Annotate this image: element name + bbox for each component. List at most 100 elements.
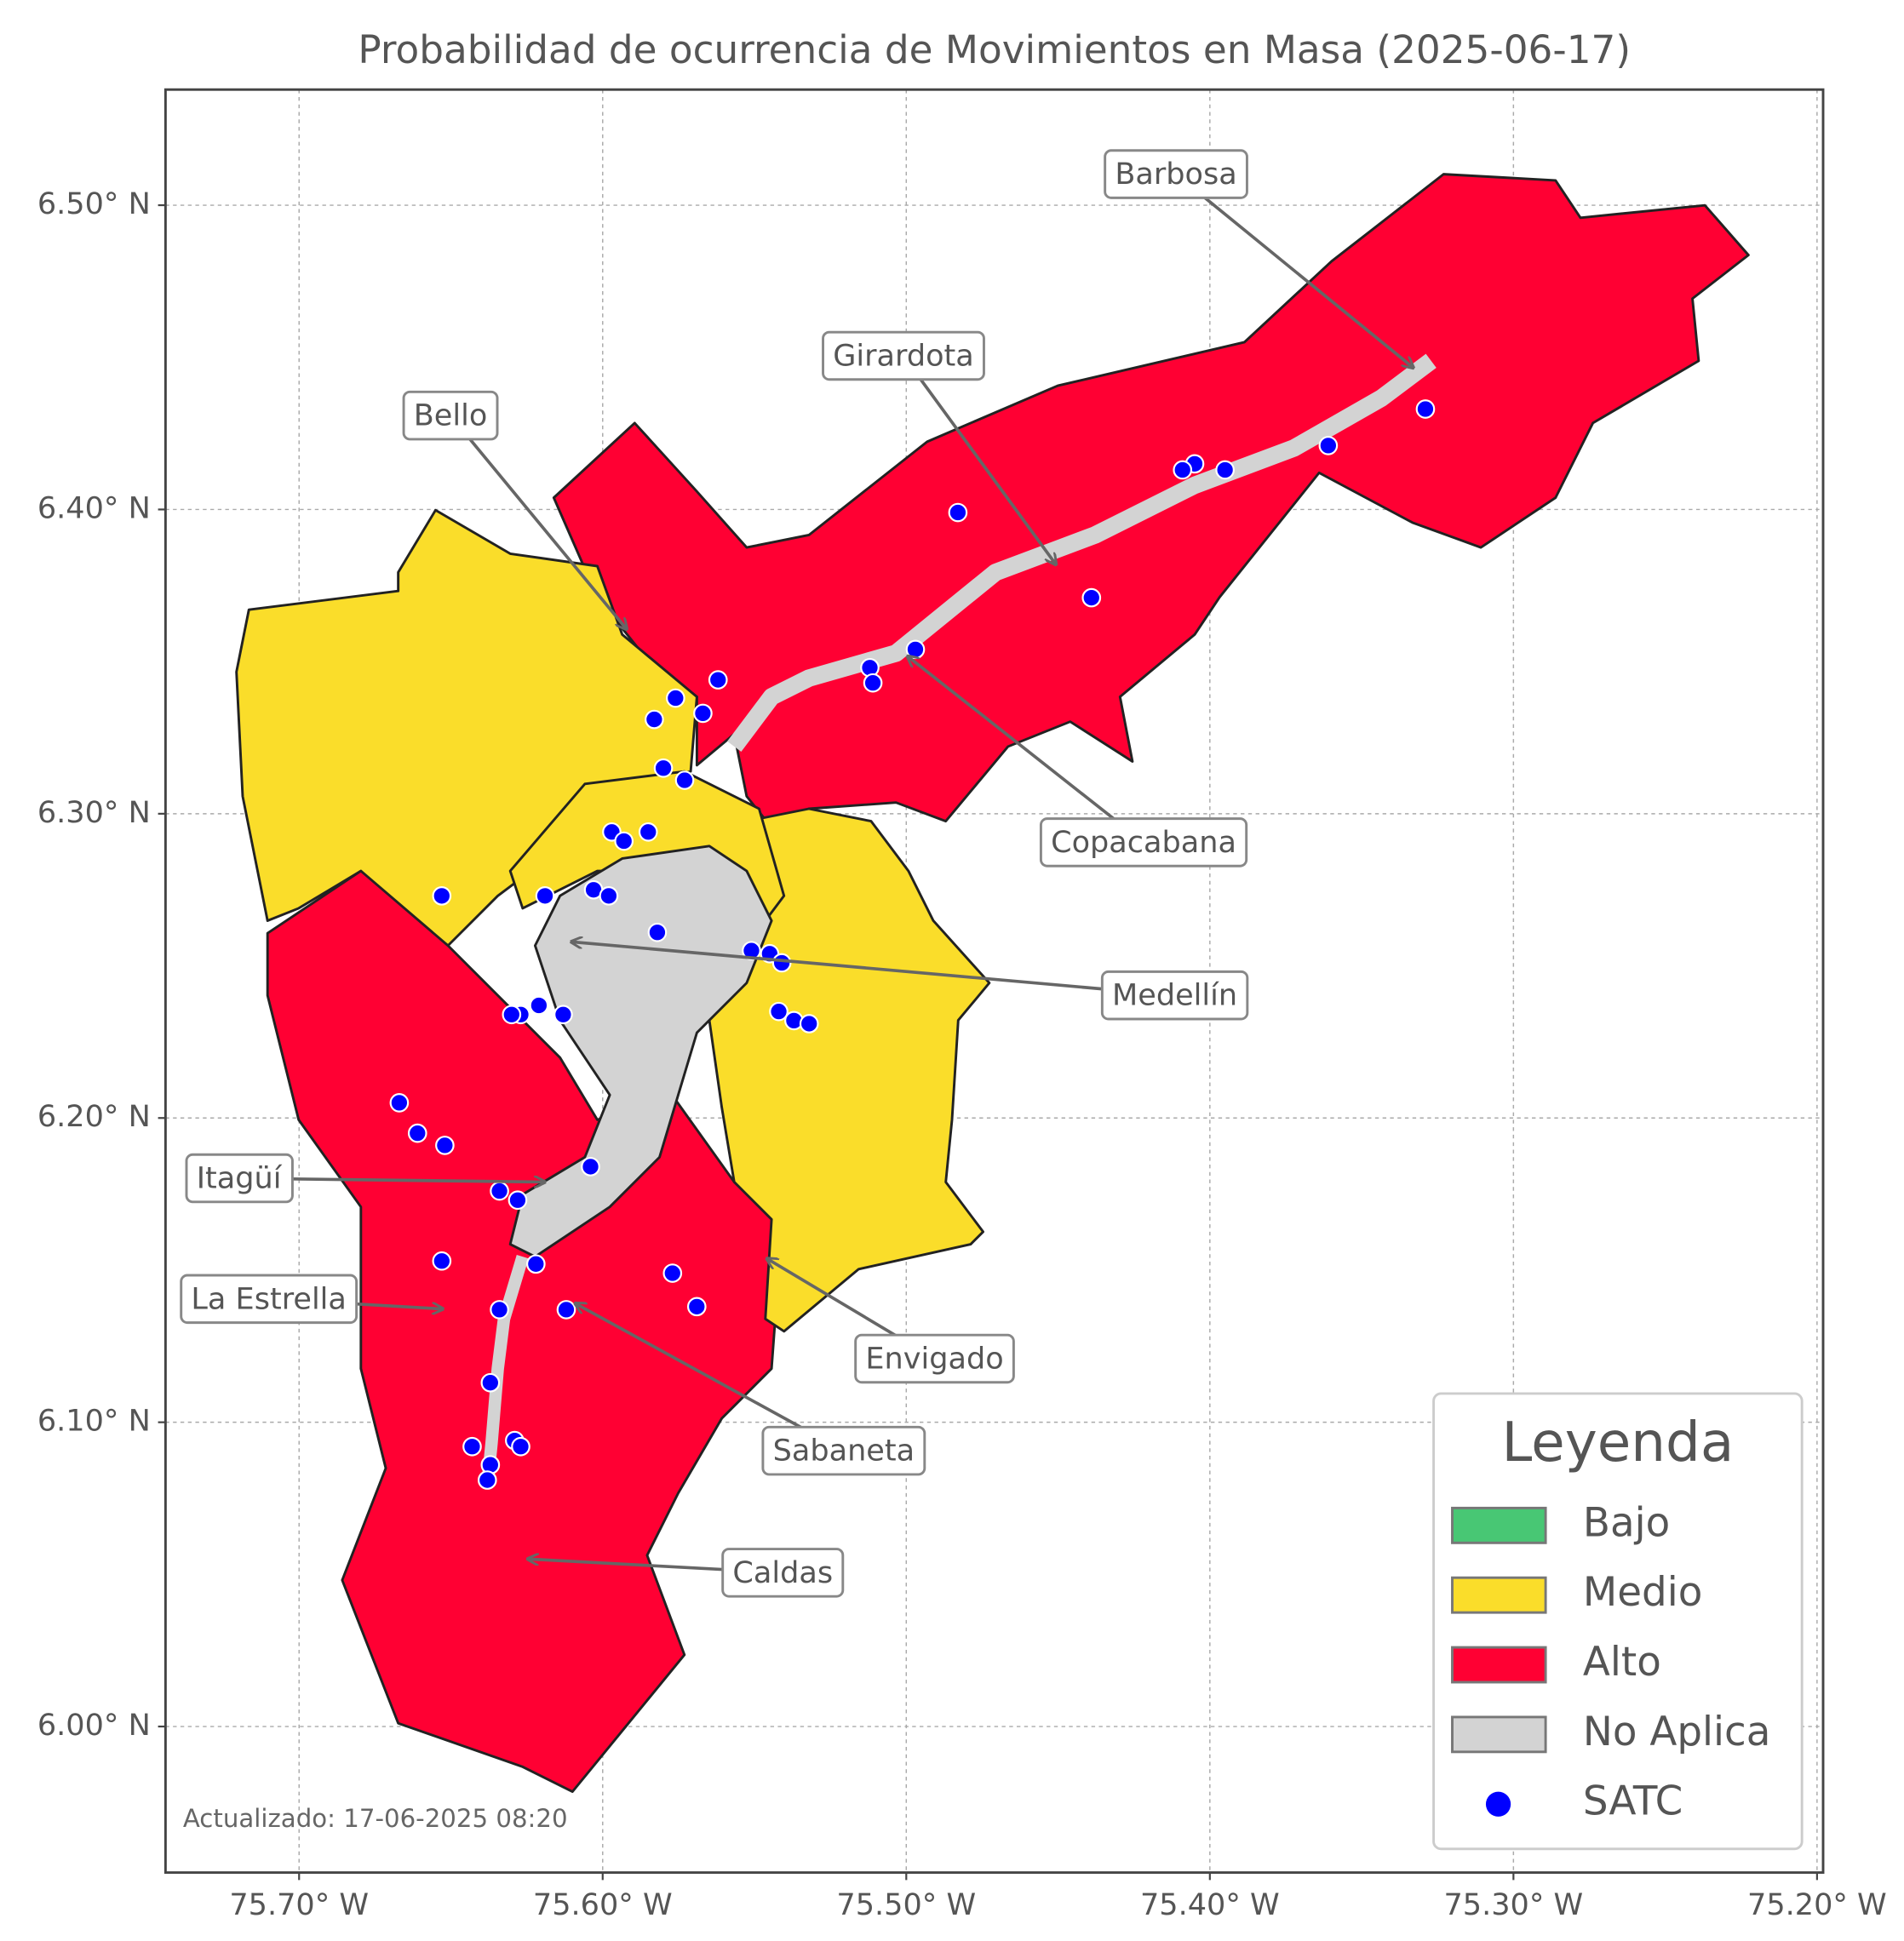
y-tick-label: 6.10° N	[37, 1404, 151, 1439]
x-tick-label: 75.60° W	[533, 1887, 673, 1922]
annotations: Barbosa Girardota Bello Copacabana Medellín I…	[180, 149, 1413, 1598]
legend-swatch	[1451, 1506, 1547, 1544]
annotation-box	[761, 1425, 926, 1476]
annotation: Copacabana	[1039, 817, 1248, 867]
annotation-box	[180, 1274, 358, 1325]
y-tick-label: 6.40° N	[37, 490, 151, 525]
y-tick-label: 6.00° N	[37, 1708, 151, 1743]
annotation-box	[721, 1548, 845, 1598]
satc-point	[863, 673, 883, 693]
region-medio	[708, 807, 991, 1333]
y-tick-label: 6.50° N	[37, 186, 151, 221]
annotation-box	[185, 1153, 294, 1204]
satc-point	[556, 1300, 576, 1320]
satc-point	[645, 709, 664, 730]
satc-point	[686, 1297, 707, 1317]
satc-point	[535, 886, 555, 906]
annotation-label: Barbosa	[1115, 157, 1236, 192]
x-tick-label: 75.70° W	[229, 1887, 369, 1922]
satc-point	[553, 1005, 573, 1025]
legend-label: SATC	[1583, 1779, 1683, 1825]
regions	[235, 173, 1750, 1794]
annotation-box	[1104, 149, 1248, 199]
satc-point	[1215, 460, 1235, 480]
annotation-arrow	[909, 657, 1145, 844]
annotation-box	[822, 330, 985, 381]
satc-point	[526, 1254, 546, 1274]
satc-point	[480, 1372, 501, 1393]
annotation: Caldas	[721, 1548, 845, 1598]
annotation: Barbosa	[1104, 149, 1248, 199]
annotation-box	[1039, 817, 1248, 867]
satc-point	[490, 1300, 509, 1320]
legend-label: Medio	[1583, 1570, 1702, 1616]
legend-swatch	[1451, 1576, 1547, 1614]
annotation: Girardota	[822, 330, 985, 381]
satc-point	[674, 770, 695, 790]
satc-point	[599, 886, 619, 906]
satc-point	[490, 1181, 509, 1201]
legend-swatch	[1451, 1715, 1547, 1754]
satc-point	[708, 670, 728, 690]
legend-label: Alto	[1583, 1640, 1661, 1686]
satc-point	[742, 941, 761, 961]
x-tick-label: 75.50° W	[836, 1887, 976, 1922]
satc-point	[529, 995, 549, 1016]
annotation: Itagüí	[185, 1153, 294, 1204]
satc-point	[948, 502, 968, 523]
annotation: Medellín	[1100, 970, 1249, 1021]
satc-point	[462, 1436, 482, 1457]
satc-point	[1081, 587, 1102, 608]
satc-point	[502, 1005, 522, 1025]
satc-point	[614, 831, 634, 851]
annotation-box	[402, 390, 499, 441]
legend-marker	[1485, 1791, 1511, 1817]
satc-point	[1415, 399, 1436, 419]
satc-point	[389, 1093, 410, 1113]
annotation-label: Itagüí	[197, 1161, 283, 1196]
annotation-arrow	[1174, 173, 1413, 368]
satc-point	[432, 886, 452, 906]
annotation: Sabaneta	[761, 1425, 926, 1476]
x-tick-label: 75.20° W	[1747, 1887, 1887, 1922]
satc-points	[389, 399, 1436, 1490]
x-tick-label: 75.40° W	[1140, 1887, 1280, 1922]
satc-point	[477, 1470, 497, 1490]
satc-point	[771, 953, 792, 973]
footnote: Actualizado: 17-06-2025 08:20	[183, 1804, 568, 1833]
legend-label: Bajo	[1583, 1500, 1670, 1546]
annotation-arrow	[449, 414, 626, 628]
satc-point	[799, 1014, 819, 1033]
satc-point	[435, 1136, 455, 1155]
satc-point	[662, 1263, 683, 1283]
satc-point	[508, 1190, 528, 1211]
satc-point	[638, 822, 658, 842]
annotation-label: La Estrella	[191, 1281, 347, 1316]
annotation-box	[854, 1333, 1015, 1384]
satc-point	[693, 703, 713, 724]
annotation-arrow	[572, 942, 1175, 998]
annotation-label: Copacabana	[1051, 825, 1236, 860]
satc-point	[432, 1251, 452, 1271]
chart-title: Probabilidad de ocurrencia de Movimiento…	[358, 27, 1631, 72]
legend-label: No Aplica	[1583, 1709, 1770, 1755]
y-tick-label: 6.20° N	[37, 1099, 151, 1134]
legend: Leyenda Bajo Medio Alto No Aplica SATC	[1432, 1392, 1804, 1851]
annotation-label: Sabaneta	[773, 1434, 915, 1469]
annotation-label: Envigado	[865, 1341, 1003, 1376]
axes-frame	[163, 88, 1825, 1875]
satc-point	[1318, 436, 1339, 455]
satc-point	[666, 688, 685, 708]
legend-title: Leyenda	[1501, 1411, 1734, 1474]
annotation-label: Bello	[414, 398, 488, 433]
annotation: Envigado	[854, 1333, 1015, 1384]
annotation-label: Medellín	[1112, 978, 1237, 1013]
y-tick-label: 6.30° N	[37, 795, 151, 830]
annotation-label: Girardota	[833, 338, 974, 373]
satc-point	[905, 639, 926, 660]
legend-swatch	[1451, 1646, 1547, 1684]
satc-point	[581, 1157, 600, 1177]
annotation-box	[1100, 970, 1249, 1021]
